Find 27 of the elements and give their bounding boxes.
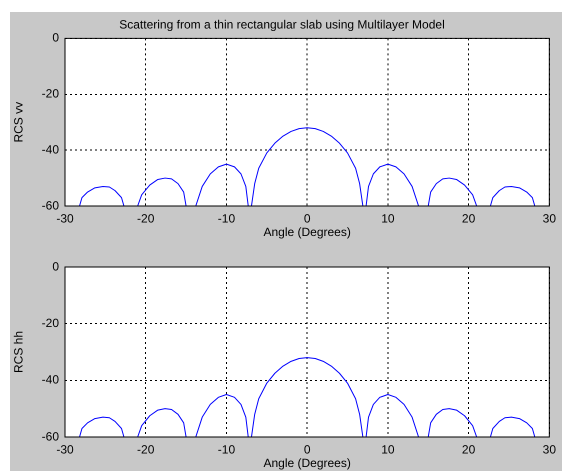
y-tick-label: -40: [42, 142, 60, 156]
x-tick-label: 0: [304, 212, 311, 226]
y-axis-title: RCS vv: [12, 102, 26, 143]
y-tick-label: 0: [52, 30, 60, 45]
x-tick-label: -30: [56, 442, 74, 457]
x-tick-label: -30: [56, 212, 74, 226]
x-tick-label: 10: [381, 442, 395, 457]
y-tick-label: -40: [42, 372, 60, 387]
x-tick-label: 0: [304, 442, 311, 457]
x-tick-label: -20: [137, 212, 155, 226]
x-tick-label: -20: [137, 442, 155, 457]
x-tick-label: -10: [218, 442, 236, 457]
x-tick-label: 10: [381, 212, 395, 226]
y-tick-label: -20: [42, 86, 60, 101]
x-axis-title: Angle (Degrees): [263, 225, 351, 240]
x-tick-label: 30: [542, 212, 556, 226]
y-tick-label: 0: [52, 259, 60, 274]
y-tick-label: -60: [42, 429, 60, 444]
y-axis-title: RCS hh: [12, 330, 26, 374]
x-tick-label: 20: [462, 212, 476, 226]
y-tick-label: -20: [42, 316, 60, 330]
x-tick-label: -10: [218, 212, 236, 226]
chart-title: Scattering from a thin rectangular slab using Multilayer Model: [119, 18, 445, 32]
x-axis-title: Angle (Degrees): [263, 456, 351, 470]
y-tick-label: -60: [42, 198, 60, 212]
x-tick-label: 20: [462, 442, 476, 457]
x-tick-label: 30: [542, 442, 556, 457]
